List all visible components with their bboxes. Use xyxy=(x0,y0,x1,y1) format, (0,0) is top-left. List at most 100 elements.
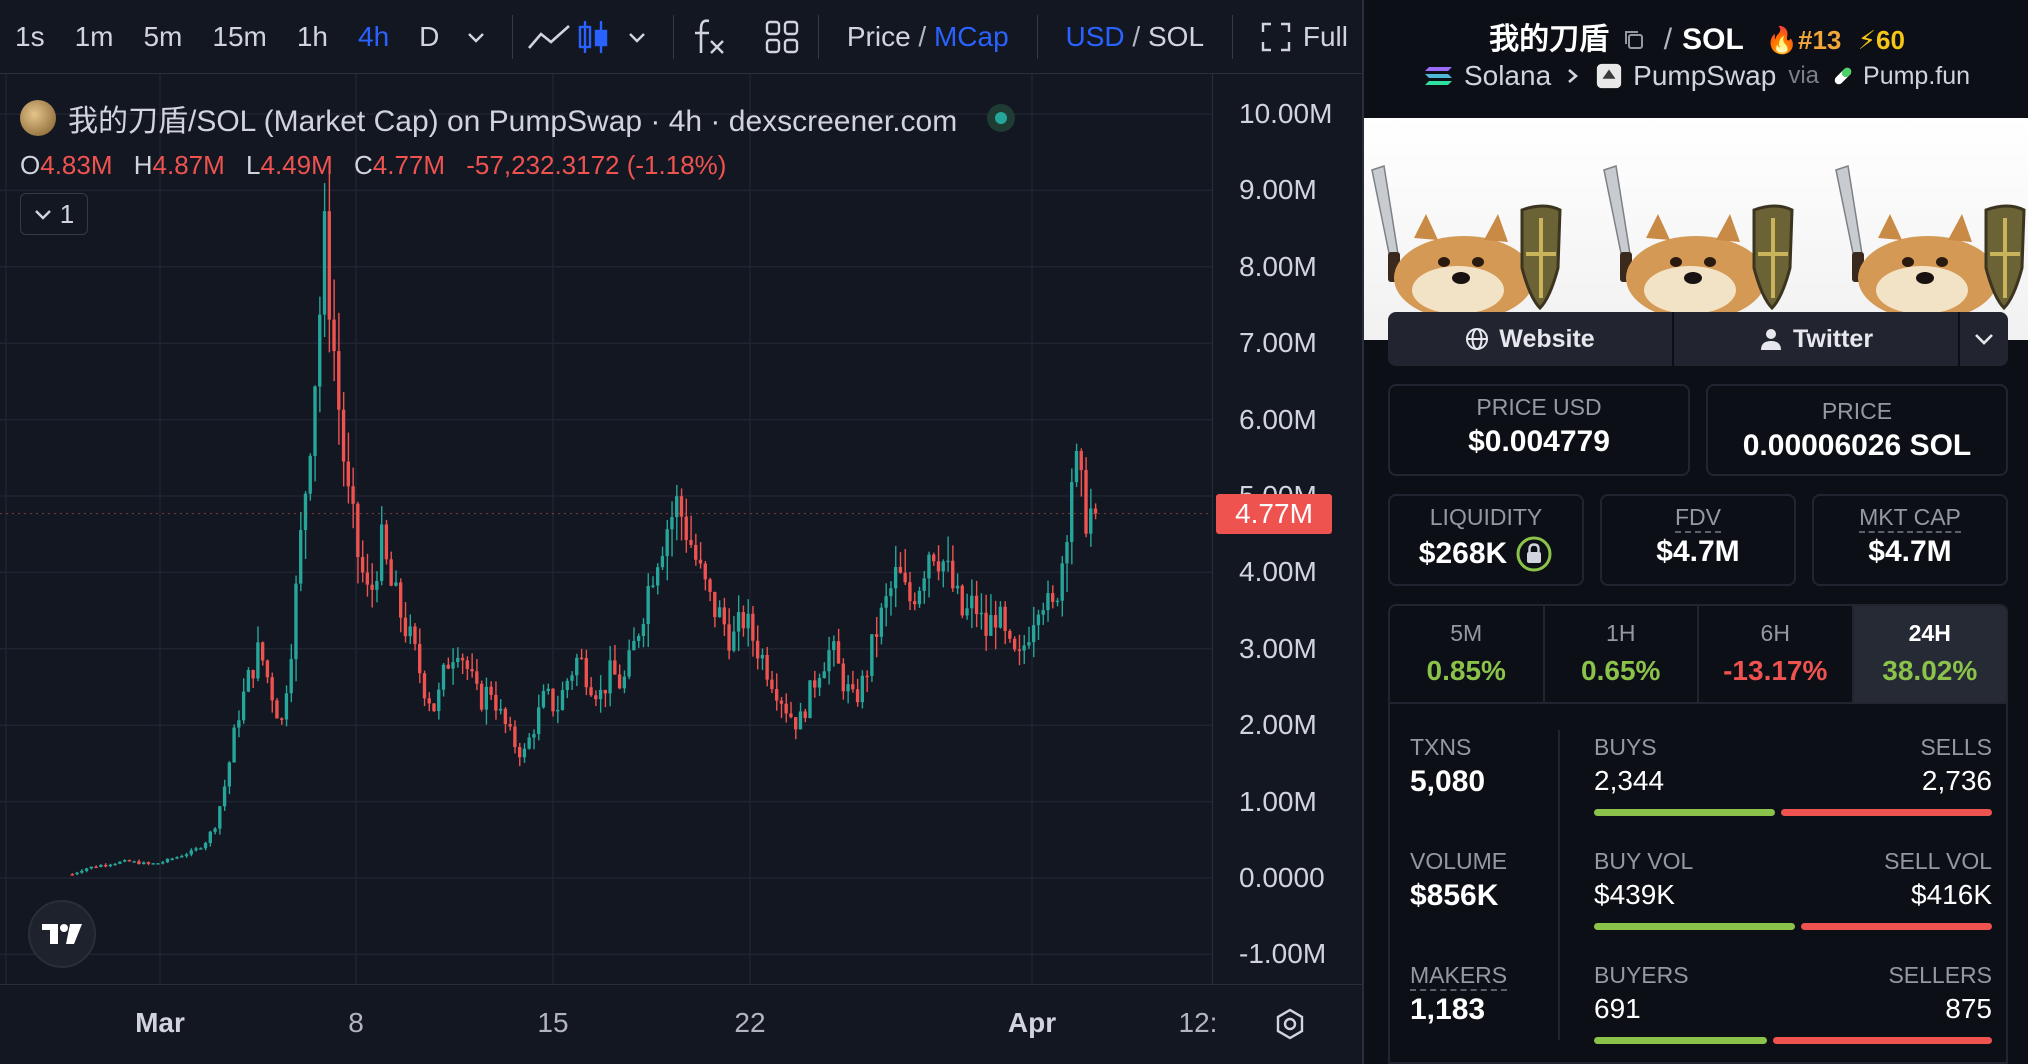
legend-collapse-button[interactable]: 1 xyxy=(20,193,88,235)
txns-stat: TXNS 5,080 xyxy=(1410,734,1485,799)
txns-value: 5,080 xyxy=(1410,765,1486,798)
change-tab-24h[interactable]: 24H 38.02% xyxy=(1853,606,2006,702)
candle-up xyxy=(175,857,179,859)
copy-icon[interactable] xyxy=(1623,29,1645,51)
candlestick-icon[interactable] xyxy=(571,11,615,63)
transactions-panel: TXNS 5,080 VOLUME $856K MAKERS 1,183 BUY… xyxy=(1388,704,2008,1064)
candle-up xyxy=(717,607,722,618)
candle-up xyxy=(522,748,527,758)
change-tab-1h[interactable]: 1H 0.65% xyxy=(1545,606,1699,702)
chart-type-dropdown-icon[interactable] xyxy=(615,11,659,63)
candle-up xyxy=(655,567,660,586)
y-tick-label: 0.0000 xyxy=(1239,862,1325,893)
mktcap-label: MKT CAP xyxy=(1859,504,1961,533)
candle-down xyxy=(1003,606,1007,631)
candle-up xyxy=(1022,645,1026,651)
sol-toggle-label: SOL xyxy=(1148,20,1205,52)
more-links-button[interactable] xyxy=(1960,312,2008,366)
buyers-sellers-stat: BUYERS SELLERS 691 875 xyxy=(1594,962,1992,1044)
flame-icon: 🔥 xyxy=(1765,25,1798,55)
candle-up xyxy=(184,854,189,857)
candle-up xyxy=(1031,625,1036,643)
candle-up xyxy=(889,588,893,597)
time-axis[interactable]: Mar 8 15 22 Apr 12: xyxy=(0,984,1362,1064)
close-key: C xyxy=(353,150,373,180)
buy-sell-volume-stat: BUY VOL SELL VOL $439K $416K xyxy=(1594,848,1992,930)
usd-sol-toggle[interactable]: USD / SOL xyxy=(1065,20,1205,52)
indicators-fx-icon[interactable] xyxy=(688,11,732,63)
candle-down xyxy=(1079,450,1083,471)
chain-name[interactable]: Solana xyxy=(1463,60,1552,91)
price-sol-box: PRICE 0.00006026 SOL xyxy=(1706,384,2008,476)
candle-down xyxy=(932,554,936,562)
timeframe-D[interactable]: D xyxy=(419,20,440,52)
timeframe-4h[interactable]: 4h xyxy=(358,20,390,52)
candle-up xyxy=(222,786,227,807)
candle-down xyxy=(713,591,717,618)
trending-rank-badge[interactable]: 🔥#13 xyxy=(1766,25,1842,55)
candle-up xyxy=(284,693,289,720)
candle-up xyxy=(989,615,993,636)
timeframe-dropdown-icon[interactable] xyxy=(454,11,498,63)
doge-knife-shield-image xyxy=(1835,165,2026,320)
candle-up xyxy=(817,678,822,688)
candle-up xyxy=(232,727,236,763)
candle-down xyxy=(146,862,151,864)
change-tab-6h[interactable]: 6H -13.17% xyxy=(1699,606,1854,702)
candle-up xyxy=(394,582,398,586)
tradingview-logo-icon[interactable] xyxy=(28,900,96,968)
chain-breadcrumb: Solana PumpSwap via Pump.fun xyxy=(1364,60,2028,92)
fullscreen-button[interactable]: Full xyxy=(1247,21,1362,53)
candle-up xyxy=(537,707,541,735)
price-chart-plot[interactable] xyxy=(0,74,1212,984)
price-axis[interactable]: 10.00M9.00M8.00M7.00M6.00M5.00M4.00M3.00… xyxy=(1212,74,1362,984)
timeframe-1h[interactable]: 1h xyxy=(296,20,329,52)
timeframe-1s[interactable]: 1s xyxy=(15,20,45,52)
fdv-label-wrap: FDV xyxy=(1602,504,1794,533)
change-tab-5m[interactable]: 5M 0.85% xyxy=(1390,606,1545,702)
timeframe-15m[interactable]: 15m xyxy=(212,20,267,52)
launchpad-name[interactable]: Pump.fun xyxy=(1863,61,1971,90)
makers-label-wrap: MAKERS xyxy=(1410,962,1508,991)
line-chart-icon[interactable] xyxy=(527,11,571,63)
chart-settings-button[interactable] xyxy=(1268,1002,1312,1046)
website-button[interactable]: Website xyxy=(1388,312,1674,366)
candle-down xyxy=(779,700,784,704)
dex-name[interactable]: PumpSwap xyxy=(1633,60,1777,91)
candle-up xyxy=(237,720,241,728)
buys-value: 2,344 xyxy=(1594,765,1665,796)
candle-up xyxy=(89,866,93,869)
chart-legend: 我的刀盾/SOL (Market Cap) on PumpSwap · 4h ·… xyxy=(20,96,1016,235)
timeframe-1m[interactable]: 1m xyxy=(74,20,114,52)
makers-label: MAKERS xyxy=(1410,962,1508,991)
candle-up xyxy=(736,612,741,632)
candle-down xyxy=(327,211,331,320)
buyers-bar xyxy=(1594,1037,1767,1044)
twitter-button[interactable]: Twitter xyxy=(1674,312,1960,366)
lock-icon[interactable] xyxy=(1515,535,1553,573)
legend-title: 我的刀盾/SOL (Market Cap) on PumpSwap · 4h ·… xyxy=(68,105,958,138)
change-tab-value: 38.02% xyxy=(1882,655,1978,686)
timeframe-5m[interactable]: 5m xyxy=(143,20,183,52)
y-tick-label: 10.00M xyxy=(1239,98,1333,129)
candle-up xyxy=(151,863,155,865)
price-usd-label: PRICE USD xyxy=(1476,394,1602,420)
candle-up xyxy=(636,635,641,642)
fullscreen-label: Full xyxy=(1302,20,1348,52)
boost-badge[interactable]: ⚡60 xyxy=(1858,25,1905,55)
candle-down xyxy=(594,695,598,700)
price-mcap-toggle[interactable]: Price / MCap xyxy=(846,20,1009,52)
toolbar-divider xyxy=(745,15,746,59)
candle-down xyxy=(470,668,474,672)
price-change-tabs: 5M 0.85% 1H 0.65% 6H -13.17% 24H 38.02% xyxy=(1388,604,2008,704)
candle-down xyxy=(803,711,807,719)
candle-down xyxy=(418,643,422,674)
toolbar-divider xyxy=(672,14,674,59)
twitter-label: Twitter xyxy=(1792,324,1874,353)
candle-up xyxy=(451,662,455,669)
layout-grid-icon[interactable] xyxy=(760,11,804,63)
high-value: 4.87M xyxy=(152,150,225,180)
candle-up xyxy=(884,596,888,608)
chart-pane[interactable]: 1s 1m 5m 15m 1h 4h D xyxy=(0,0,1362,1064)
candle-up xyxy=(879,607,884,637)
